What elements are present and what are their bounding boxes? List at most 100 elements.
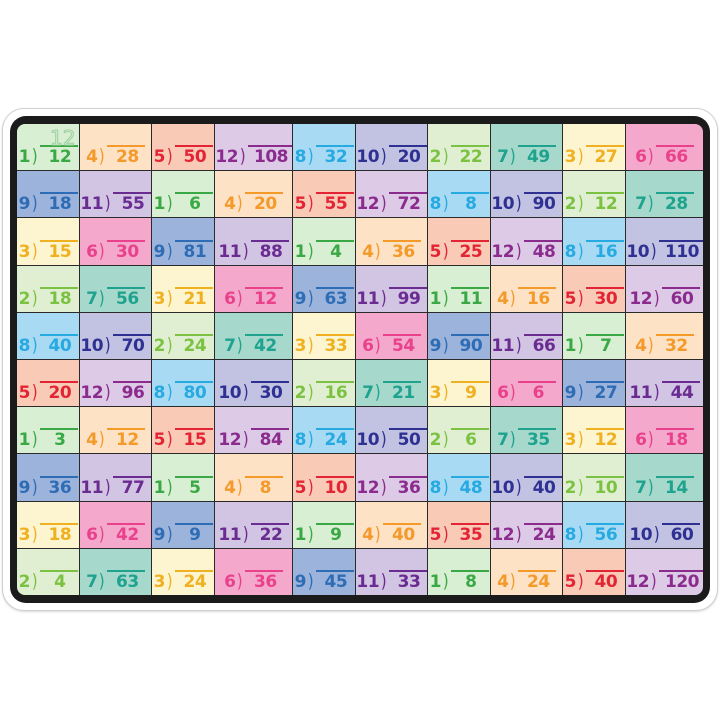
division-bracket-icon: )	[510, 381, 516, 404]
division-problem: 4) 16	[497, 286, 557, 309]
division-cell: 10) 110	[626, 218, 703, 265]
divisor: 9	[294, 572, 307, 592]
division-cell: 6) 6	[491, 360, 562, 407]
division-problem: 12) 36	[356, 475, 427, 497]
divisor: 4	[362, 241, 374, 262]
divisor: 10	[626, 241, 650, 262]
division-problem: 6) 18	[635, 428, 695, 451]
division-bracket-icon: )	[380, 286, 387, 309]
dividend: 32	[315, 145, 354, 166]
dividend: 20	[39, 381, 78, 402]
dividend: 108	[248, 145, 292, 166]
division-problem: 1) 8	[430, 570, 489, 591]
division-problem: 8) 32	[295, 145, 354, 166]
division-problem: 5) 35	[430, 522, 489, 544]
divisor: 4	[635, 336, 647, 356]
dividend: 15	[174, 428, 213, 449]
division-cell: 3) 21	[152, 265, 215, 312]
division-problem: 9) 45	[295, 570, 354, 591]
dividend: 9	[315, 522, 354, 544]
dividend: 15	[39, 239, 78, 261]
divisor: 5	[18, 383, 31, 404]
divisor: 4	[224, 477, 236, 498]
division-bracket-icon: )	[380, 428, 387, 451]
divisor: 10	[356, 430, 380, 451]
division-cell: 9) 9	[152, 501, 215, 548]
division-cell: 9) 27	[563, 360, 626, 407]
division-bracket-icon: )	[104, 192, 111, 215]
division-bracket-icon: )	[510, 428, 516, 451]
division-problem: 12) 24	[491, 522, 562, 544]
dividend: 56	[585, 522, 624, 544]
dividend: 55	[315, 192, 354, 213]
divisor: 10	[80, 336, 104, 356]
division-cell: 5) 30	[563, 265, 626, 312]
division-problem: 2) 10	[565, 475, 624, 497]
division-bracket-icon: )	[510, 286, 516, 309]
division-bracket-icon: )	[577, 334, 584, 356]
divisor: 12	[629, 288, 653, 309]
division-problem: 11) 22	[218, 522, 289, 544]
dividend: 35	[450, 522, 489, 544]
dividend: 9	[174, 522, 213, 544]
division-cell: 12 1) 12	[17, 124, 80, 171]
dividend: 12	[107, 428, 146, 449]
division-cell: 1) 7	[563, 312, 626, 359]
division-problem: 2) 24	[154, 334, 213, 355]
divisor: 9	[18, 194, 31, 215]
division-cell: 12) 96	[80, 360, 151, 407]
divisor: 3	[294, 336, 307, 356]
dividend: 12	[585, 428, 624, 449]
division-bracket-icon: )	[577, 192, 584, 215]
division-bracket-icon: )	[31, 522, 38, 545]
divisor: 6	[635, 430, 647, 451]
dividend: 88	[251, 239, 289, 261]
division-cell: 9) 18	[17, 171, 80, 218]
division-cell: 5) 10	[293, 454, 356, 501]
division-problem: 12) 108	[215, 145, 292, 166]
division-cell: 5) 50	[152, 124, 215, 171]
division-cell: 3) 18	[17, 501, 80, 548]
division-cell: 2) 12	[563, 171, 626, 218]
division-problem: 12) 96	[80, 381, 151, 402]
division-bracket-icon: )	[31, 286, 38, 309]
division-cell: 12) 48	[491, 218, 562, 265]
divisor: 2	[429, 147, 442, 168]
divisor: 5	[564, 572, 577, 592]
divisor: 3	[18, 524, 31, 545]
division-problem: 10) 40	[491, 475, 562, 497]
division-bracket-icon: )	[442, 428, 449, 451]
dividend: 33	[315, 334, 354, 355]
division-bracket-icon: )	[442, 286, 449, 309]
division-problem: 12) 120	[626, 570, 703, 591]
division-bracket-icon: )	[648, 428, 654, 451]
division-problem: 8) 80	[154, 381, 213, 402]
division-cell: 11) 22	[215, 501, 292, 548]
dividend: 5	[174, 475, 213, 497]
dividend: 30	[251, 381, 289, 402]
divisor: 10	[629, 524, 653, 545]
division-cell: 12) 84	[215, 407, 292, 454]
divisor: 2	[18, 572, 31, 592]
dividend: 49	[518, 145, 557, 166]
division-bracket-icon: )	[307, 522, 314, 545]
divisor: 7	[635, 194, 647, 215]
divisor: 3	[18, 241, 31, 262]
divisor: 9	[564, 383, 577, 404]
divisor: 6	[86, 241, 98, 262]
division-problem: 1) 9	[295, 522, 354, 545]
divisor: 1	[153, 194, 166, 215]
divisor: 3	[153, 572, 166, 592]
division-grid: 12 1) 12 4) 28 5) 50 12) 108 8) 32 10) 20 2) 22 7) 49 3) 2…	[17, 124, 703, 595]
divisor: 11	[218, 241, 242, 262]
divisor: 2	[294, 383, 307, 404]
divisor: 4	[497, 572, 509, 592]
division-bracket-icon: )	[442, 570, 449, 592]
division-bracket-icon: )	[31, 381, 38, 404]
dividend: 24	[174, 334, 213, 355]
division-cell: 11) 88	[215, 218, 292, 265]
division-cell: 3) 15	[17, 218, 80, 265]
dividend: 54	[383, 334, 422, 355]
divisor: 5	[294, 194, 307, 215]
division-cell: 6) 12	[215, 265, 292, 312]
